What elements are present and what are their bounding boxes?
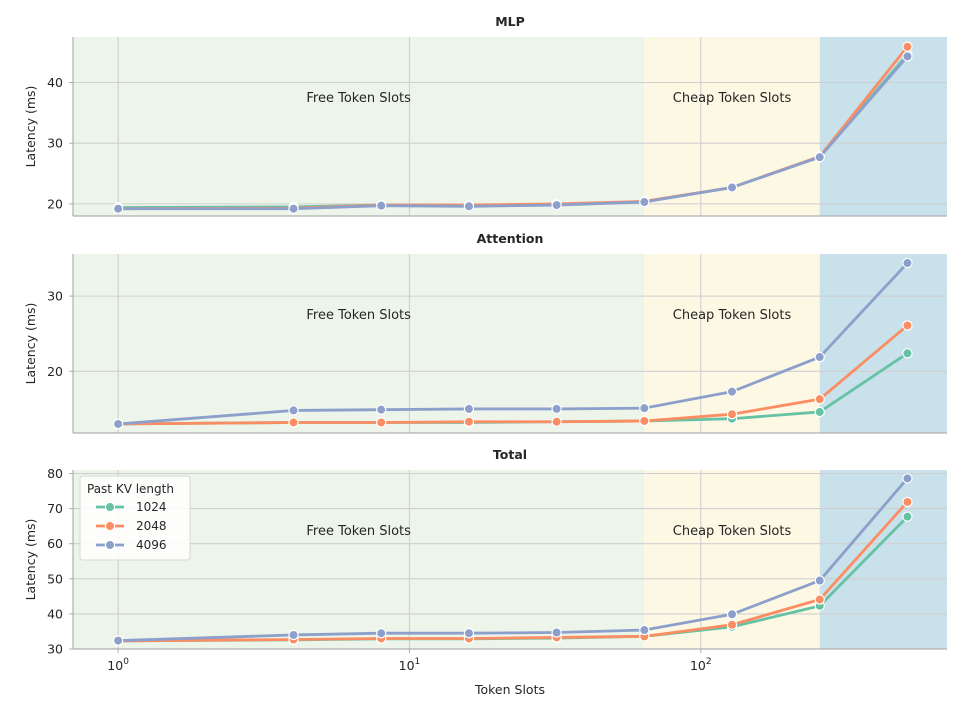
y-tick-label: 60 (47, 536, 63, 551)
y-tick-label: 20 (47, 364, 63, 379)
data-point-4096 (639, 624, 650, 636)
data-point-4096 (376, 404, 387, 415)
data-point-2048 (814, 594, 825, 605)
panel-attention: Free Token Slots Cheap Token Slots 20 30 Lat… (23, 231, 947, 434)
y-tick-label: 50 (47, 571, 63, 586)
data-point-4096 (726, 386, 738, 397)
panel-total: Free Token Slots Cheap Token Slots 30 40 50 6… (23, 447, 947, 657)
region-2 (819, 254, 947, 433)
data-point-2048 (726, 619, 738, 630)
y-tick-label: 20 (47, 196, 63, 211)
region-label: Cheap Token Slots (673, 524, 792, 539)
y-axis-label: Latency (ms) (23, 86, 38, 168)
y-tick-label: 70 (47, 501, 63, 516)
data-point-2048 (463, 416, 475, 427)
legend-box (79, 475, 191, 561)
panel-title: Total (493, 447, 527, 462)
data-point-4096 (639, 402, 650, 414)
data-point-2048 (902, 320, 913, 331)
region-1 (644, 254, 820, 433)
data-point-4096 (814, 575, 825, 586)
region-label: Cheap Token Slots (673, 91, 792, 106)
y-tick-label: 30 (47, 136, 63, 151)
data-point-4096 (902, 257, 913, 269)
data-point-1024 (814, 406, 825, 418)
y-axis-label: Latency (ms) (23, 303, 38, 385)
y-tick-label: 30 (47, 642, 63, 657)
region-0 (73, 37, 645, 216)
data-point-2048 (726, 408, 738, 420)
y-tick-label: 80 (47, 466, 63, 481)
data-point-4096 (112, 203, 124, 214)
y-tick-label: 40 (47, 75, 63, 90)
data-point-4096 (551, 627, 562, 638)
legend-entry: 4096 (136, 538, 167, 552)
x-tick-label: 102 (690, 657, 712, 673)
data-point-2048 (639, 415, 650, 427)
data-point-4096 (376, 200, 387, 211)
data-point-2048 (288, 417, 299, 428)
data-point-4096 (376, 628, 387, 639)
data-point-4096 (902, 51, 913, 62)
data-point-2048 (814, 393, 825, 405)
region-label: Free Token Slots (306, 308, 411, 323)
data-point-4096 (112, 635, 124, 646)
legend-title: Past KV length (87, 482, 174, 496)
data-point-4096 (726, 182, 738, 193)
data-point-4096 (551, 403, 562, 415)
data-point-4096 (112, 418, 124, 430)
panel-mlp: Free Token Slots Cheap Token Slots 20 30 40 L… (23, 14, 947, 217)
data-point-2048 (902, 41, 913, 52)
y-tick-label: 30 (47, 289, 63, 304)
data-point-4096 (551, 199, 562, 211)
data-point-1024 (902, 511, 913, 522)
region-0 (73, 254, 645, 433)
region-label: Free Token Slots (306, 91, 411, 106)
data-point-1024 (902, 348, 913, 359)
panel-title: Attention (477, 231, 544, 246)
data-point-4096 (726, 609, 738, 620)
y-tick-label: 40 (47, 606, 63, 621)
region-2 (819, 37, 947, 216)
region-label: Cheap Token Slots (673, 308, 792, 323)
legend-entry: 1024 (136, 500, 167, 514)
data-point-4096 (288, 629, 299, 641)
x-tick-label: 100 (107, 657, 129, 673)
data-point-4096 (639, 196, 650, 208)
data-point-4096 (288, 405, 299, 416)
panel-title: MLP (495, 14, 525, 29)
region-2 (819, 470, 947, 649)
data-point-4096 (288, 203, 299, 214)
legend-entry: 2048 (136, 519, 167, 533)
data-point-4096 (814, 351, 825, 363)
region-label: Free Token Slots (306, 524, 411, 539)
x-tick-label: 101 (399, 657, 421, 673)
data-point-4096 (902, 473, 913, 484)
data-point-2048 (551, 416, 562, 427)
legend-swatch-marker (104, 520, 116, 532)
y-axis-label: Latency (ms) (23, 519, 38, 601)
data-point-4096 (463, 628, 475, 639)
legend: Past KV length 1024 2048 4096 (79, 475, 191, 561)
x-axis-label: Token Slots (474, 682, 545, 697)
data-point-2048 (902, 496, 913, 508)
data-point-2048 (376, 417, 387, 428)
data-point-4096 (814, 151, 825, 163)
legend-swatch-marker (104, 539, 116, 551)
data-point-4096 (463, 201, 475, 212)
legend-swatch-marker (104, 501, 116, 513)
data-point-4096 (463, 403, 475, 415)
